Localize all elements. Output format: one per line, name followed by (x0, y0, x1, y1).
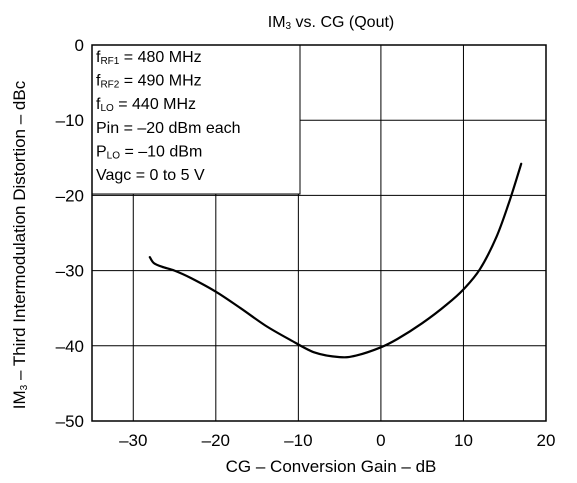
y-axis-tick-labels: 0 –10 –20 –30 –40 –50 (56, 36, 84, 431)
y-tick-label: –10 (56, 111, 84, 130)
y-tick-label: 0 (75, 36, 84, 55)
x-axis-title: CG – Conversion Gain – dB (226, 457, 437, 476)
series-line-im3 (148, 162, 523, 359)
y-axis-title: IM3 – Third Intermodulation Distortion –… (10, 80, 30, 409)
annotation-line: fRF1 = 480 MHz (96, 49, 202, 67)
annotation-line: Vagc = 0 to 5 V (96, 167, 205, 184)
y-tick-label: –50 (56, 412, 84, 431)
x-tick-label: –20 (202, 431, 230, 450)
x-tick-label: 0 (376, 431, 385, 450)
y-tick-label: –30 (56, 262, 84, 281)
chart-title: IM3 vs. CG (Qout) (268, 14, 394, 32)
y-tick-label: –20 (56, 186, 84, 205)
x-tick-label: 20 (537, 431, 556, 450)
x-axis-tick-labels: –30 –20 –10 0 10 20 (119, 431, 555, 450)
annotation-line: Pin = –20 dBm each (96, 120, 241, 137)
annotation-line: PLO = –10 dBm (96, 143, 202, 161)
plot-frame (91, 44, 547, 422)
x-tick-label: 10 (454, 431, 473, 450)
annotation-text: fRF1 = 480 MHz fRF2 = 490 MHz fLO = 440 MH… (96, 49, 241, 184)
annotation-line: fLO = 440 MHz (96, 96, 196, 114)
x-tick-label: –30 (119, 431, 147, 450)
x-tick-label: –10 (284, 431, 312, 450)
annotation-box (91, 44, 301, 195)
y-tick-label: –40 (56, 337, 84, 356)
annotation-line: fRF2 = 490 MHz (96, 73, 202, 91)
